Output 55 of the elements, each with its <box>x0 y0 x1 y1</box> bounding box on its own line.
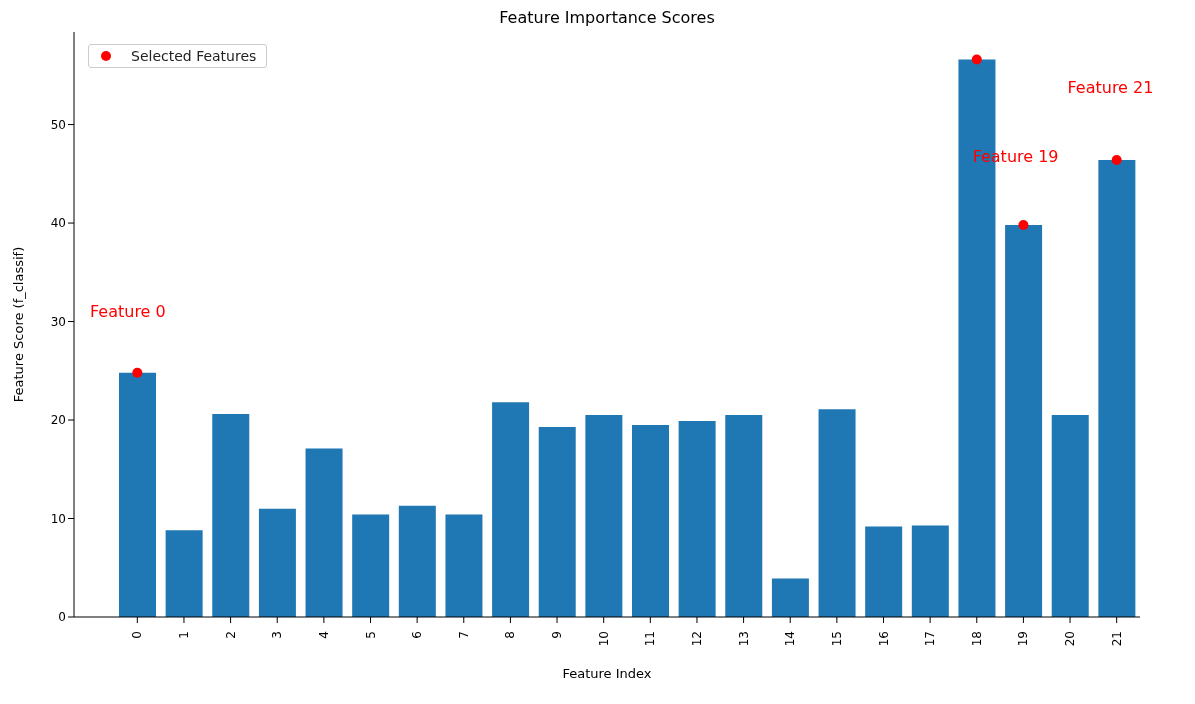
bar <box>771 578 809 617</box>
bar <box>911 525 949 617</box>
x-tick-label: 8 <box>503 631 518 639</box>
bar <box>725 415 763 617</box>
x-tick-label: 15 <box>829 631 844 647</box>
y-tick-label: 20 <box>50 413 66 428</box>
x-tick-label: 9 <box>550 631 565 639</box>
y-axis-title: Feature Score (f_classif) <box>10 246 26 403</box>
x-tick-label: 7 <box>456 631 471 639</box>
x-tick-label: 14 <box>783 631 798 647</box>
x-tick-label: 20 <box>1063 631 1078 647</box>
y-tick-label: 10 <box>50 511 66 526</box>
x-tick-label: 12 <box>689 631 704 647</box>
bar <box>258 508 296 617</box>
chart-title: Feature Importance Scores <box>498 8 716 27</box>
x-tick-label: 17 <box>923 631 938 647</box>
y-tick-label: 0 <box>58 610 66 625</box>
x-tick-label: 4 <box>316 631 331 639</box>
bar <box>538 426 576 617</box>
x-tick-label: 6 <box>410 631 425 639</box>
bar <box>585 415 623 617</box>
bar <box>818 409 856 617</box>
bar <box>492 402 530 617</box>
bar <box>352 514 390 617</box>
bar <box>119 372 156 617</box>
bar <box>1051 415 1089 617</box>
bar <box>165 530 203 617</box>
bar <box>445 514 483 617</box>
bar <box>1005 225 1043 617</box>
x-tick-label: 0 <box>130 631 145 639</box>
x-tick-label: 1 <box>176 631 191 639</box>
bar <box>212 414 250 617</box>
x-tick-label: 3 <box>270 631 285 639</box>
x-axis-title: Feature Index <box>562 666 652 681</box>
bar <box>305 448 343 617</box>
x-tick-label: 11 <box>643 631 658 647</box>
x-tick-label: 10 <box>596 631 611 647</box>
x-tick-label: 19 <box>1016 631 1031 647</box>
x-tick-label: 21 <box>1109 631 1124 647</box>
bar <box>632 424 669 617</box>
bar <box>678 421 716 617</box>
bar <box>865 526 903 617</box>
x-tick-label: 5 <box>363 631 378 639</box>
legend-label: Selected Features <box>131 48 257 64</box>
x-tick-label: 2 <box>223 631 238 639</box>
y-tick-label: 50 <box>50 117 66 132</box>
y-tick-label: 40 <box>50 216 66 231</box>
x-tick-label: 18 <box>969 631 984 647</box>
annotation: Feature 0 <box>89 302 166 323</box>
y-tick-label: 30 <box>50 314 66 329</box>
x-tick-label: 16 <box>876 631 891 647</box>
bar <box>1098 160 1136 617</box>
annotation: Feature 21 <box>1067 78 1154 99</box>
x-tick-label: 13 <box>736 631 751 647</box>
bar <box>398 505 436 617</box>
